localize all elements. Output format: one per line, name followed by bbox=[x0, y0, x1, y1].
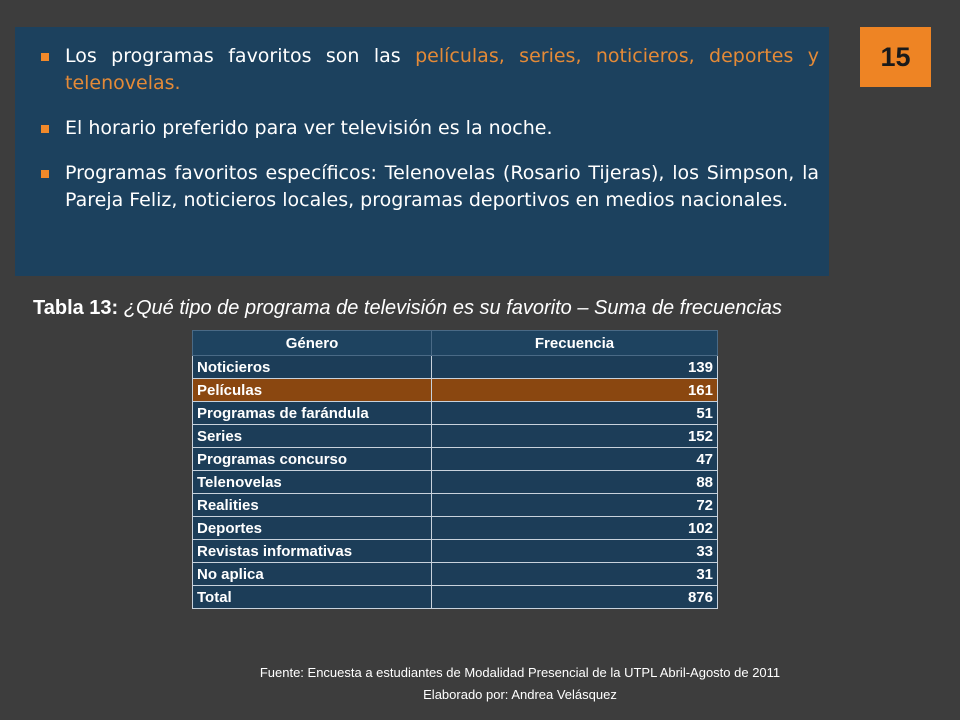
page-number: 15 bbox=[860, 27, 931, 87]
table-row: Programas de farándula 51 bbox=[192, 401, 718, 425]
frequency-cell: 33 bbox=[431, 539, 718, 563]
bullet-specific-programs: Programas favoritos específicos: Telenov… bbox=[41, 160, 819, 214]
bullet-1-highlight: películas, series, noticieros, deportes … bbox=[65, 45, 819, 94]
genre-cell: Series bbox=[192, 424, 432, 448]
header-genre: Género bbox=[192, 330, 432, 356]
frequency-cell: 72 bbox=[431, 493, 718, 517]
frequency-cell: 139 bbox=[431, 355, 718, 379]
source-line: Fuente: Encuesta a estudiantes de Modali… bbox=[259, 665, 781, 680]
genre-cell: Noticieros bbox=[192, 355, 432, 379]
source-note: Fuente: Encuesta a estudiantes de Modali… bbox=[0, 662, 960, 706]
table-row-highlighted: Películas 161 bbox=[192, 378, 718, 402]
frequency-cell: 152 bbox=[431, 424, 718, 448]
bullet-3-text: Programas favoritos específicos: Telenov… bbox=[65, 162, 819, 211]
summary-box: Los programas favoritos son las película… bbox=[15, 27, 829, 276]
genre-cell: Revistas informativas bbox=[192, 539, 432, 563]
table-row: Telenovelas 88 bbox=[192, 470, 718, 494]
genre-cell: Deportes bbox=[192, 516, 432, 540]
bullet-1-text: Los programas favoritos son las bbox=[65, 45, 416, 67]
total-label-cell: Total bbox=[192, 585, 432, 609]
header-frequency: Frecuencia bbox=[431, 330, 718, 356]
square-bullet-icon bbox=[41, 170, 49, 178]
table-caption-question: ¿Qué tipo de programa de televisión es s… bbox=[123, 297, 782, 319]
square-bullet-icon bbox=[41, 53, 49, 61]
genre-cell: Programas concurso bbox=[192, 447, 432, 471]
table-caption: Tabla 13: ¿Qué tipo de programa de telev… bbox=[33, 297, 953, 320]
table-row: Revistas informativas 33 bbox=[192, 539, 718, 563]
frequency-table: Género Frecuencia Noticieros 139 Películ… bbox=[192, 330, 718, 609]
table-row: No aplica 31 bbox=[192, 562, 718, 586]
frequency-cell: 31 bbox=[431, 562, 718, 586]
table-row: Series 152 bbox=[192, 424, 718, 448]
frequency-cell: 88 bbox=[431, 470, 718, 494]
square-bullet-icon bbox=[41, 125, 49, 133]
table-row: Noticieros 139 bbox=[192, 355, 718, 379]
frequency-cell: 47 bbox=[431, 447, 718, 471]
genre-cell: No aplica bbox=[192, 562, 432, 586]
table-caption-label: Tabla 13: bbox=[33, 297, 119, 319]
total-value-cell: 876 bbox=[431, 585, 718, 609]
bullet-preferred-schedule: El horario preferido para ver televisión… bbox=[41, 115, 819, 142]
genre-cell: Programas de farándula bbox=[192, 401, 432, 425]
author-line: Elaborado por: Andrea Velásquez bbox=[423, 687, 617, 702]
bullet-2-text: El horario preferido para ver televisión… bbox=[65, 117, 553, 139]
frequency-cell: 102 bbox=[431, 516, 718, 540]
table-row: Programas concurso 47 bbox=[192, 447, 718, 471]
genre-cell: Realities bbox=[192, 493, 432, 517]
genre-cell: Telenovelas bbox=[192, 470, 432, 494]
bullet-favorite-programs: Los programas favoritos son las película… bbox=[41, 43, 819, 97]
table-total-row: Total 876 bbox=[192, 585, 718, 609]
genre-cell: Películas bbox=[192, 378, 432, 402]
table-header-row: Género Frecuencia bbox=[192, 330, 718, 356]
table-row: Deportes 102 bbox=[192, 516, 718, 540]
frequency-cell: 161 bbox=[431, 378, 718, 402]
frequency-cell: 51 bbox=[431, 401, 718, 425]
table-row: Realities 72 bbox=[192, 493, 718, 517]
